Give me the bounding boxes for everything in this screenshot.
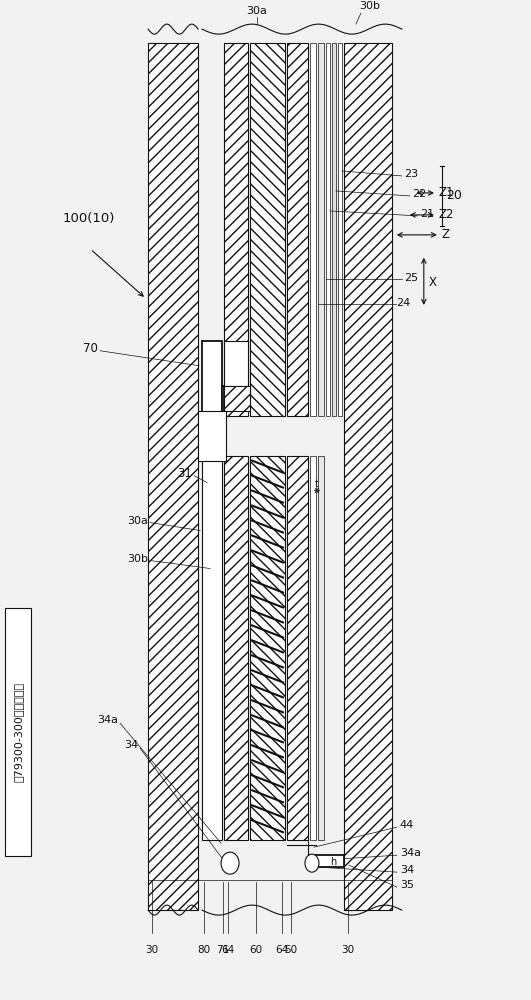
Text: 34a: 34a bbox=[97, 715, 118, 725]
Text: 100(10): 100(10) bbox=[62, 212, 115, 225]
Bar bbox=[148, 43, 198, 910]
Bar bbox=[287, 43, 308, 416]
Ellipse shape bbox=[305, 854, 319, 872]
Bar bbox=[310, 456, 316, 840]
Bar bbox=[338, 43, 342, 416]
Text: 30b: 30b bbox=[359, 1, 380, 11]
Text: 21: 21 bbox=[420, 209, 434, 219]
Text: Z1: Z1 bbox=[439, 186, 455, 199]
Text: 44: 44 bbox=[400, 820, 414, 830]
Text: 34: 34 bbox=[124, 740, 138, 750]
Bar bbox=[250, 456, 285, 840]
Text: 80: 80 bbox=[198, 945, 211, 955]
Bar bbox=[202, 456, 222, 840]
Text: Z2: Z2 bbox=[439, 208, 455, 221]
Text: 30a: 30a bbox=[246, 6, 268, 16]
Text: t: t bbox=[315, 479, 319, 489]
Text: 24: 24 bbox=[396, 298, 410, 308]
Bar bbox=[222, 386, 224, 424]
Text: Z: Z bbox=[442, 228, 450, 241]
Text: 60: 60 bbox=[250, 945, 262, 955]
Text: 23: 23 bbox=[404, 169, 418, 179]
Bar bbox=[310, 43, 316, 416]
Bar bbox=[202, 341, 222, 424]
Text: 20: 20 bbox=[446, 189, 461, 202]
Bar bbox=[344, 43, 392, 910]
Bar bbox=[5, 608, 31, 856]
Text: 25: 25 bbox=[404, 273, 418, 283]
Bar bbox=[332, 43, 336, 416]
Text: 30: 30 bbox=[341, 945, 355, 955]
Text: 30a: 30a bbox=[127, 516, 148, 526]
Bar bbox=[224, 386, 250, 411]
Text: 71: 71 bbox=[217, 945, 230, 955]
Text: 34: 34 bbox=[400, 865, 414, 875]
Text: 64: 64 bbox=[276, 945, 289, 955]
Bar bbox=[198, 411, 226, 461]
Text: 34a: 34a bbox=[400, 848, 421, 858]
Text: X: X bbox=[429, 276, 437, 289]
Bar bbox=[310, 855, 344, 867]
Text: 22: 22 bbox=[412, 189, 426, 199]
Bar bbox=[318, 456, 324, 840]
Text: 31: 31 bbox=[177, 467, 192, 480]
Text: 35: 35 bbox=[400, 880, 414, 890]
Bar bbox=[250, 43, 285, 416]
Bar bbox=[224, 456, 248, 840]
Text: 70: 70 bbox=[83, 342, 98, 355]
Bar bbox=[224, 43, 248, 416]
Bar bbox=[326, 43, 330, 416]
Text: 64: 64 bbox=[221, 945, 235, 955]
Text: h: h bbox=[330, 857, 336, 867]
Text: 50: 50 bbox=[285, 945, 297, 955]
Bar bbox=[287, 456, 308, 840]
Bar bbox=[224, 341, 248, 386]
Text: 30: 30 bbox=[145, 945, 159, 955]
Text: 30b: 30b bbox=[127, 554, 148, 564]
Text: 沣79300-300线的剪视图: 沣79300-300线的剪视图 bbox=[13, 682, 23, 782]
Bar bbox=[318, 43, 324, 416]
Ellipse shape bbox=[221, 852, 239, 874]
